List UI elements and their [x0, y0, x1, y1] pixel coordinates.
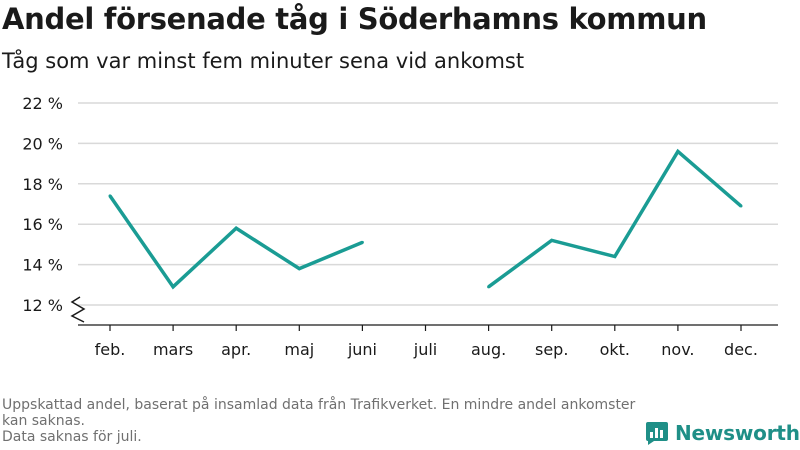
data-point — [739, 204, 743, 208]
data-point — [550, 238, 554, 242]
x-tick-label: sep. — [535, 340, 568, 359]
brand-name: Newsworthy — [675, 421, 800, 445]
data-point — [676, 149, 680, 153]
data-point — [171, 285, 175, 289]
x-tick-label: dec. — [724, 340, 758, 359]
series-line — [108, 194, 364, 290]
x-tick-label: apr. — [221, 340, 251, 359]
axis-break-marker — [70, 296, 86, 323]
y-tick-label: 12 % — [22, 296, 63, 315]
series-line — [487, 148, 743, 289]
data-point — [613, 255, 617, 259]
x-tick-label: juli — [413, 340, 437, 359]
y-tick-label: 22 % — [22, 94, 63, 113]
x-tick-label: nov. — [661, 340, 694, 359]
x-tick-label: feb. — [95, 340, 126, 359]
x-tick-label: aug. — [471, 340, 506, 359]
brand-logo: Newsworthy — [645, 419, 800, 447]
x-tick-label: mars — [153, 340, 193, 359]
chart-title: Andel försenade tåg i Söderhamns kommun — [2, 2, 707, 36]
x-tick-label: juni — [347, 340, 377, 359]
footnote: Uppskattad andel, baserat på insamlad da… — [2, 397, 642, 445]
y-tick-label: 20 % — [22, 134, 63, 153]
x-tick-label: maj — [284, 340, 314, 359]
newsworthy-logo-icon — [646, 422, 668, 445]
footnote-line-2: Data saknas för juli. — [2, 429, 142, 445]
data-point — [108, 194, 112, 198]
footnote-line-1: Uppskattad andel, baserat på insamlad da… — [2, 397, 636, 429]
data-point — [360, 240, 364, 244]
data-point — [234, 226, 238, 230]
data-point — [297, 267, 301, 271]
line-chart: 12 % 14 % 16 % 18 % 20 % 22 % feb. mars apr. maj j… — [22, 94, 778, 359]
y-tick-label: 16 % — [22, 215, 63, 234]
data-point — [487, 285, 491, 289]
chart-subtitle: Tåg som var minst fem minuter sena vid a… — [2, 49, 525, 73]
x-tick-label: okt. — [600, 340, 630, 359]
y-tick-label: 18 % — [22, 175, 63, 194]
y-tick-label: 14 % — [22, 256, 63, 275]
